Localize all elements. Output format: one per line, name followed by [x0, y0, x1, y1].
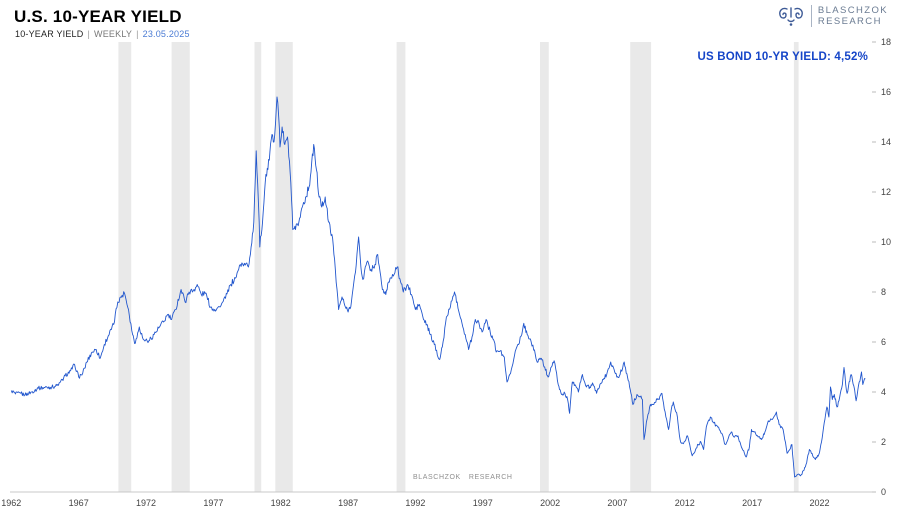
x-tick-label: 1982: [271, 498, 291, 508]
y-tick-label: 10: [881, 237, 891, 247]
watermark-word2: RESEARCH: [468, 474, 513, 481]
x-tick-label: 1967: [69, 498, 89, 508]
blaschzok-logo-icon: [778, 7, 803, 26]
recession-band: [254, 42, 262, 492]
recession-band: [171, 42, 190, 492]
logo-text-line1: BLASCHZOK: [817, 5, 888, 16]
x-tick-label: 2002: [540, 498, 560, 508]
logo-text: BLASCHZOK RESEARCH: [818, 5, 888, 27]
x-tick-label: 1962: [1, 498, 21, 508]
x-tick-label: 1992: [405, 498, 425, 508]
x-tick-label: 1977: [203, 498, 223, 508]
recession-band: [793, 42, 799, 492]
y-tick-label: 8: [881, 287, 886, 297]
y-tick-label: 18: [881, 37, 891, 47]
page-title: U.S. 10-YEAR YIELD: [14, 7, 182, 26]
recession-band: [396, 42, 406, 492]
y-tick-label: 14: [881, 137, 891, 147]
logo-divider: [810, 5, 812, 27]
y-tick-label: 0: [881, 487, 886, 497]
blaschzok-research-logo: BLASCHZOK RESEARCH: [777, 4, 888, 28]
yield-line: [10, 96, 866, 478]
y-tick-label: 6: [881, 337, 886, 347]
y-tick-label: 4: [881, 387, 886, 397]
subtitle-separator: |: [136, 29, 139, 39]
x-tick-label: 2007: [607, 498, 627, 508]
watermark-word1: BLASCHZOK: [413, 474, 461, 481]
x-tick-label: 2022: [809, 498, 829, 508]
y-tick-label: 16: [881, 87, 891, 97]
recession-band: [540, 42, 549, 492]
current-yield-annotation: US BOND 10-YR YIELD: 4,52%: [697, 51, 868, 63]
y-tick-label: 12: [881, 187, 891, 197]
recession-band: [118, 42, 132, 492]
x-tick-label: 1972: [136, 498, 156, 508]
y-tick-label: 2: [881, 437, 886, 447]
subtitle-series-label: 10-YEAR YIELD: [15, 29, 84, 39]
x-tick-label: 2012: [675, 498, 695, 508]
x-tick-label: 2017: [742, 498, 762, 508]
subtitle-date: 23.05.2025: [142, 29, 190, 39]
subtitle-frequency: WEEKLY: [94, 29, 133, 39]
x-tick-label: 1997: [473, 498, 493, 508]
chart-watermark: BLASCHZOK RESEARCH: [413, 474, 513, 481]
subtitle-separator: |: [87, 29, 91, 39]
x-tick-label: 1987: [338, 498, 358, 508]
chart-subtitle: 10-YEAR YIELD | WEEKLY | 23.05.2025: [15, 29, 190, 39]
recession-band: [630, 42, 652, 492]
logo-text-line2: RESEARCH: [817, 16, 882, 27]
